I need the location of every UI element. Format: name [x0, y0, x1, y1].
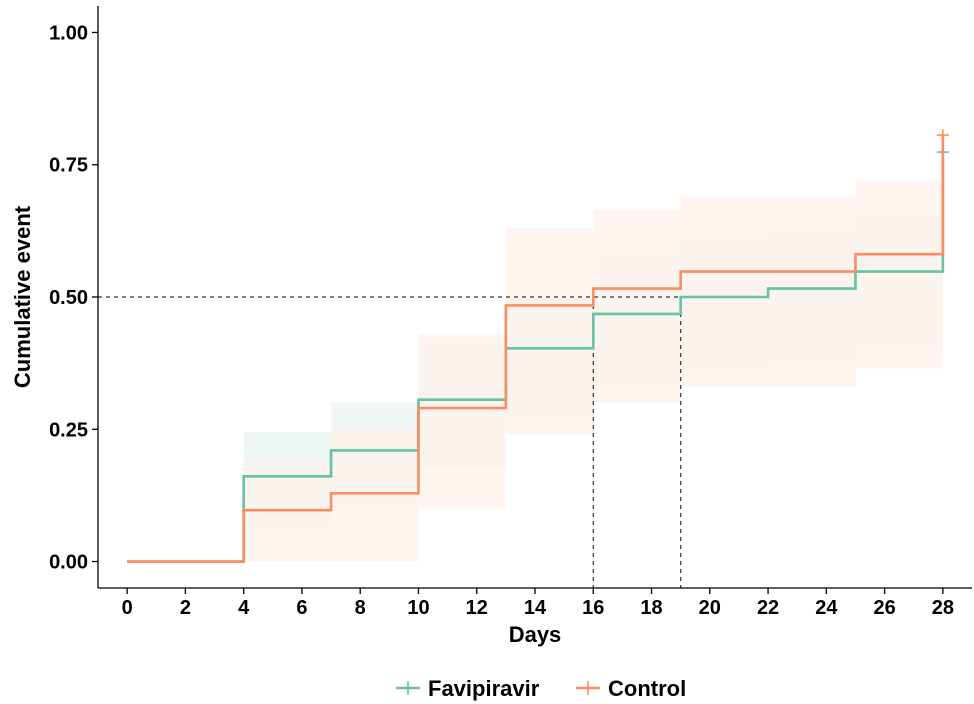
legend-item-control: Control: [576, 676, 686, 701]
ci-band: [855, 180, 943, 369]
censor-mark: [936, 129, 949, 142]
x-tick-label: 22: [757, 597, 779, 619]
series-line-favipiravir: [127, 152, 945, 563]
ci-band: [331, 429, 419, 562]
series-lines: [127, 129, 949, 563]
x-tick-label: 12: [466, 597, 488, 619]
x-tick-label: 14: [524, 597, 547, 619]
legend: Favipiravir Control: [396, 676, 686, 701]
x-tick-label: 16: [582, 597, 604, 619]
axes: 0.000.250.500.751.000 2 4 6 8 10 12 14 16 18 20 22 2…: [49, 6, 972, 619]
x-axis-title: Days: [509, 622, 562, 647]
x-tick-label: 10: [407, 597, 429, 619]
x-tick-label: 18: [640, 597, 662, 619]
x-tick-label: 4: [238, 597, 250, 619]
x-tick-label: 6: [296, 597, 307, 619]
x-tick-label: 24: [815, 597, 838, 619]
ci-band: [768, 196, 856, 387]
y-tick-label: 1.00: [49, 22, 88, 44]
legend-label: Control: [608, 676, 686, 701]
x-tick-label: 26: [873, 597, 895, 619]
ci-band: [593, 209, 681, 403]
y-axis-title: Cumulative event: [10, 205, 35, 388]
legend-item-favipiravir: Favipiravir: [396, 676, 540, 701]
ci-band: [418, 334, 506, 509]
y-tick-label: 0.75: [49, 155, 88, 177]
y-tick-label: 0.00: [49, 552, 88, 574]
x-tick-label: 8: [355, 597, 366, 619]
confidence-bands: [243, 180, 943, 562]
x-tick-label: 28: [932, 597, 954, 619]
y-tick-label: 0.50: [49, 287, 88, 309]
ci-band: [680, 196, 769, 387]
series-line-control: [127, 135, 945, 563]
x-tick-label: 2: [180, 597, 191, 619]
x-tick-label: 20: [699, 597, 721, 619]
x-tick-label: 0: [122, 597, 133, 619]
legend-label: Favipiravir: [428, 676, 540, 701]
y-tick-label: 0.25: [49, 419, 88, 441]
ci-band: [505, 228, 594, 435]
